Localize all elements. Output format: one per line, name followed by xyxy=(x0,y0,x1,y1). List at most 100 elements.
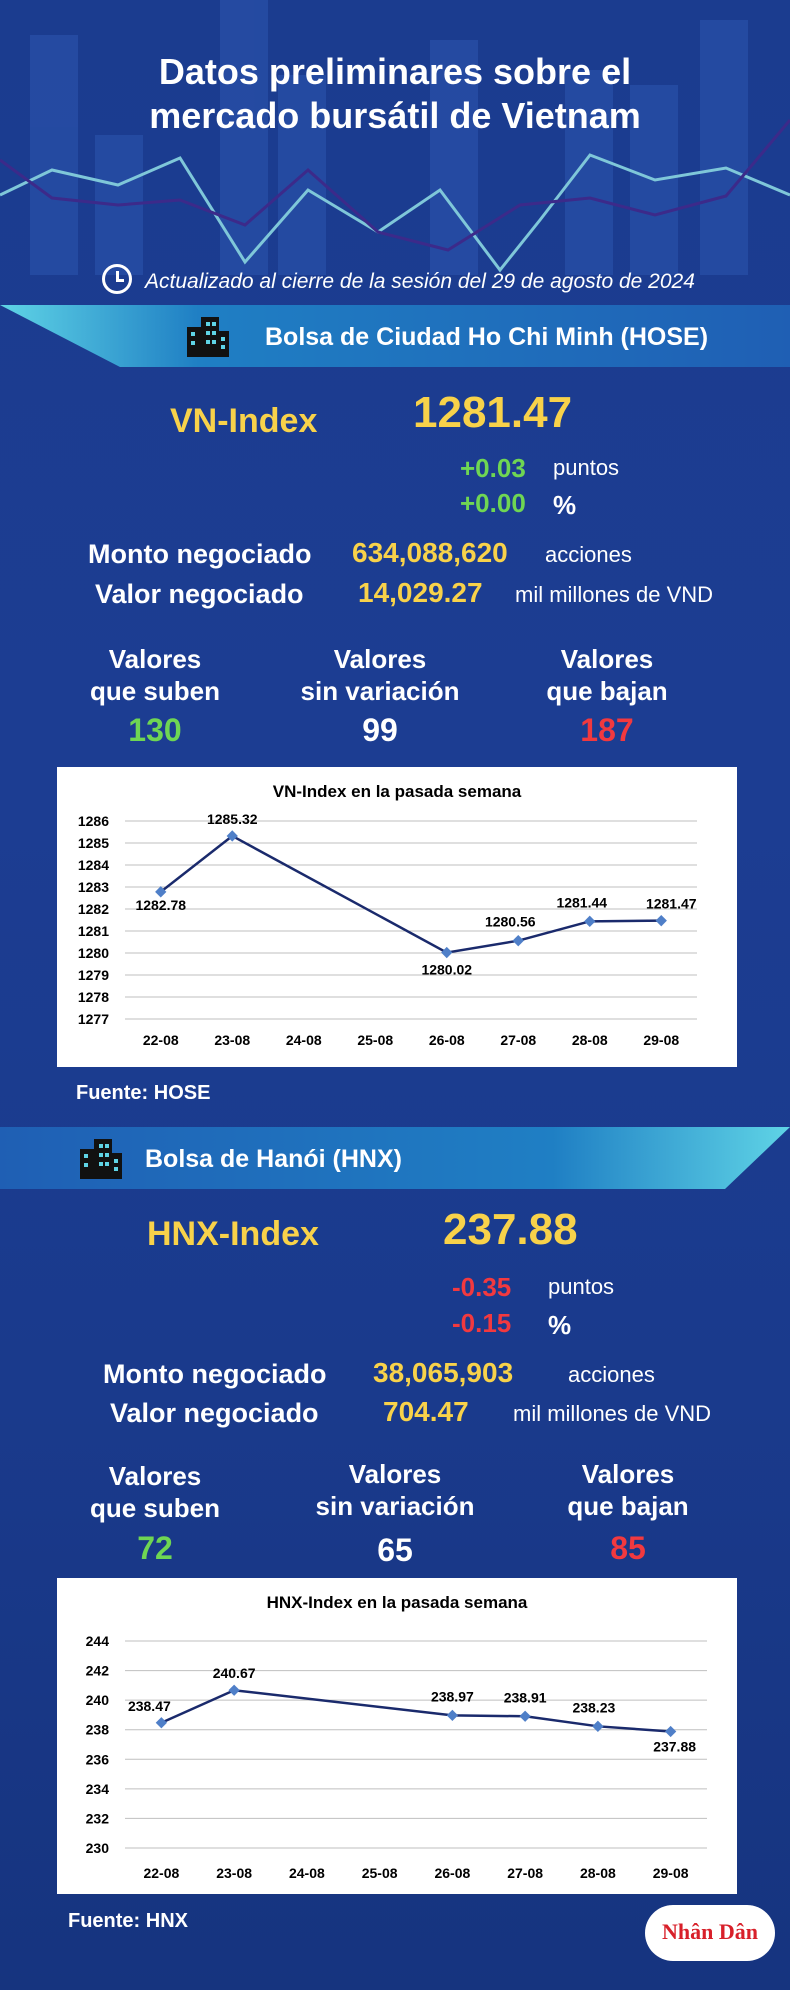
x-tick-label: 28-08 xyxy=(572,1032,608,1048)
vn-index-chart: VN-Index en la pasada semana 1277 1278 1279… xyxy=(57,767,737,1067)
hose-exchange-title: Bolsa de Ciudad Ho Chi Minh (HOSE) xyxy=(265,323,709,351)
hnx-down-count: 85 xyxy=(610,1530,646,1566)
data-label: 238.97 xyxy=(431,1688,474,1704)
x-tick-label: 22-08 xyxy=(143,1032,179,1048)
hnx-change-pct: -0.15 xyxy=(452,1308,512,1338)
building-icon xyxy=(80,1139,122,1179)
hnx-up-label: Valores que suben xyxy=(89,1461,220,1523)
x-tick-label: 26-08 xyxy=(434,1865,470,1881)
series-line xyxy=(159,834,662,954)
y-tick-label: 1286 xyxy=(78,813,109,829)
x-tick-label: 25-08 xyxy=(362,1865,398,1881)
hnx-flat-label: Valores sin variación xyxy=(315,1459,475,1521)
hnx-change-points-unit: puntos xyxy=(548,1274,615,1299)
vn-change-pct: +0.00 xyxy=(460,488,526,518)
y-tick-label: 234 xyxy=(86,1781,110,1797)
hose-flat-count: 99 xyxy=(362,712,398,748)
hose-source: Fuente: HOSE xyxy=(76,1082,211,1104)
y-tick-label: 1277 xyxy=(78,1011,109,1027)
data-label: 1281.44 xyxy=(556,894,607,910)
x-tick-label: 23-08 xyxy=(214,1032,250,1048)
y-tick-label: 1283 xyxy=(78,879,109,895)
hnx-down-label: Valores que bajan xyxy=(567,1459,689,1521)
vn-change-points: +0.03 xyxy=(460,453,526,483)
x-tick-label: 24-08 xyxy=(286,1032,322,1048)
data-point xyxy=(519,1710,531,1722)
data-label: 1285.32 xyxy=(207,811,258,827)
x-tick-label: 25-08 xyxy=(357,1032,393,1048)
hnx-value-unit: mil millones de VND xyxy=(513,1401,712,1426)
vn-index-label: VN-Index xyxy=(170,402,318,440)
series-line xyxy=(160,1688,671,1733)
hnx-exchange-title: Bolsa de Hanói (HNX) xyxy=(145,1145,402,1173)
data-point xyxy=(155,1717,168,1729)
hnx-value-value: 704.47 xyxy=(383,1396,469,1427)
data-label: 1281.47 xyxy=(646,896,697,912)
data-label: 1280.02 xyxy=(421,962,472,978)
y-tick-label: 1279 xyxy=(78,967,109,983)
hose-value-value: 14,029.27 xyxy=(358,577,483,608)
y-tick-label: 1282 xyxy=(78,901,109,917)
hnx-index-chart: HNX-Index en la pasada semana 230 232 234 23… xyxy=(57,1578,737,1894)
y-tick-label: 1285 xyxy=(78,835,109,851)
data-point xyxy=(228,1684,240,1696)
page-title-line-1: Datos preliminares sobre el xyxy=(158,51,632,92)
data-label: 237.88 xyxy=(653,1738,696,1754)
hose-value-label: Valor negociado xyxy=(95,579,304,609)
header-decoration xyxy=(0,0,790,275)
data-label: 238.23 xyxy=(572,1699,615,1715)
hnx-flat-count: 65 xyxy=(377,1532,413,1568)
y-tick-label: 232 xyxy=(86,1810,110,1826)
hnx-volume-unit: acciones xyxy=(568,1362,655,1387)
chart-title: VN-Index en la pasada semana xyxy=(273,782,522,801)
y-tick-label: 236 xyxy=(86,1751,110,1767)
data-point xyxy=(446,1709,459,1722)
x-tick-label: 28-08 xyxy=(580,1865,616,1881)
hnx-source: Fuente: HNX xyxy=(68,1910,188,1932)
vn-change-pct-unit: % xyxy=(553,490,577,520)
data-label: 238.47 xyxy=(128,1698,171,1714)
y-tick-label: 1280 xyxy=(78,945,109,961)
x-tick-label: 24-08 xyxy=(289,1865,325,1881)
hose-down-count: 187 xyxy=(580,712,634,748)
page-title-line-2: mercado bursátil de Vietnam xyxy=(149,95,641,136)
chart-title: HNX-Index en la pasada semana xyxy=(267,1593,528,1612)
hose-value-unit: mil millones de VND xyxy=(515,582,714,607)
data-point xyxy=(155,886,167,898)
nhan-dan-logo: Nhân Dân xyxy=(645,1905,775,1961)
y-tick-label: 1281 xyxy=(78,923,109,939)
data-point xyxy=(592,1720,604,1732)
updated-timestamp: Actualizado al cierre de la sesión del 2… xyxy=(145,270,695,293)
data-point xyxy=(664,1725,677,1738)
x-tick-label: 22-08 xyxy=(143,1865,179,1881)
hose-down-label: Valores que bajan xyxy=(546,644,668,706)
y-tick-label: 1278 xyxy=(78,989,109,1005)
hnx-up-count: 72 xyxy=(137,1530,173,1566)
data-label: 1280.56 xyxy=(485,914,536,930)
y-tick-label: 238 xyxy=(86,1722,110,1738)
data-point xyxy=(655,915,667,927)
x-tick-label: 27-08 xyxy=(500,1032,536,1048)
hose-volume-label: Monto negociado xyxy=(88,539,312,569)
vn-change-points-unit: puntos xyxy=(553,455,620,480)
building-icon xyxy=(187,317,229,357)
y-tick-label: 242 xyxy=(86,1663,110,1679)
data-point xyxy=(441,946,453,959)
clock-icon xyxy=(102,264,132,294)
x-tick-label: 29-08 xyxy=(643,1032,679,1048)
hnx-index-value: 237.88 xyxy=(443,1205,578,1254)
x-tick-label: 26-08 xyxy=(429,1032,465,1048)
x-tick-label: 29-08 xyxy=(653,1865,689,1881)
hnx-change-points: -0.35 xyxy=(452,1272,512,1302)
hose-volume-unit: acciones xyxy=(545,542,632,567)
x-tick-label: 27-08 xyxy=(507,1865,543,1881)
y-tick-label: 1284 xyxy=(78,857,109,873)
y-tick-label: 240 xyxy=(86,1692,110,1708)
hose-flat-label: Valores sin variación xyxy=(300,644,460,706)
vn-index-value: 1281.47 xyxy=(413,388,573,437)
hose-volume-value: 634,088,620 xyxy=(352,537,508,568)
data-label: 238.91 xyxy=(504,1689,547,1705)
y-tick-label: 244 xyxy=(86,1633,110,1649)
hose-up-count: 130 xyxy=(128,712,182,748)
hnx-volume-value: 38,065,903 xyxy=(373,1357,514,1388)
